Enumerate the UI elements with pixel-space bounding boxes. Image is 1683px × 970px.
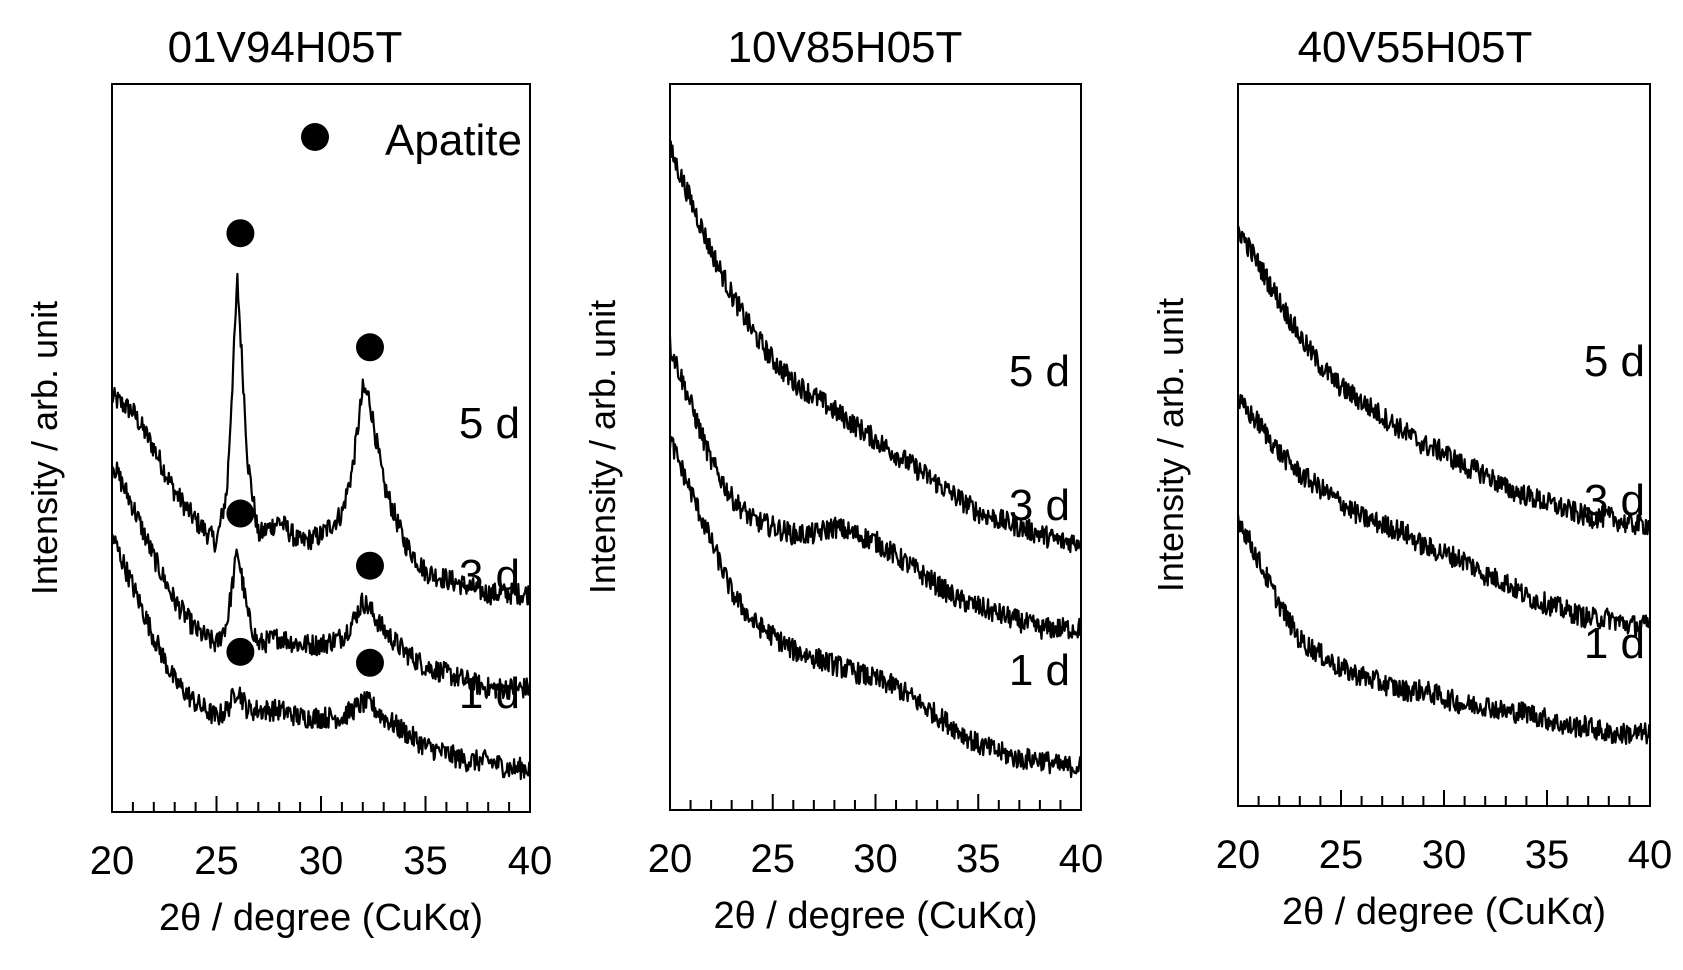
y-axis-label: Intensity / arb. unit [24,301,65,595]
panel-title: 40V55H05T [1298,23,1533,72]
apatite-peak-marker [355,648,384,677]
panel-title: 10V85H05T [728,23,963,72]
apatite-peak-marker [226,499,255,528]
x-tick-label: 25 [751,837,796,881]
x-tick-label: 30 [299,839,344,883]
series-label: 3 d [1009,481,1070,530]
series-label: 5 d [459,399,520,448]
x-tick-label: 20 [90,839,135,883]
x-tick-label: 25 [194,839,239,883]
series-line-5d [668,140,1083,554]
y-axis-label: Intensity / arb. unit [582,300,623,594]
series-line-5d [1236,225,1652,536]
series-label: 1 d [1584,619,1645,668]
series-label: 3 d [459,551,520,600]
series-label: 1 d [1009,646,1070,695]
panel-1: 01V94H05T 20 25 30 35 40 2θ / degree (CuKα) Int… [24,23,552,939]
x-tick-label: 35 [956,837,1001,881]
plot-frame [669,83,1082,811]
x-tick-label: 40 [1628,833,1673,877]
legend-marker-icon [301,123,329,151]
apatite-peak-marker [355,551,384,580]
apatite-peak-marker [355,333,384,362]
x-tick-label: 20 [648,837,693,881]
series-label: 5 d [1009,347,1070,396]
series-line-3d [1236,394,1651,638]
x-tick-label: 35 [403,839,448,883]
x-tick-label: 30 [1422,833,1467,877]
panel-2: 10V85H05T 20 25 30 35 40 2θ / degree (CuKα) Int… [582,23,1103,937]
panel-title: 01V94H05T [168,23,403,72]
x-tick-label: 20 [1216,833,1261,877]
apatite-peak-marker [226,637,255,666]
series-line-5d [110,272,532,606]
legend-label: Apatite [385,116,522,165]
x-tick-label: 40 [508,839,553,883]
series-line-1d [1236,514,1652,745]
apatite-peak-marker [226,219,255,248]
x-tick-label: 35 [1525,833,1570,877]
x-axis-label: 2θ / degree (CuKα) [1282,891,1606,933]
panel-3: 40V55H05T 20 25 30 35 40 2θ / degree (CuKα) Int… [1150,23,1672,933]
series-label: 1 d [459,669,520,718]
series-line-3d [668,336,1083,640]
x-tick-label: 40 [1059,837,1104,881]
x-tick-label: 25 [1319,833,1364,877]
y-axis-label: Intensity / arb. unit [1150,298,1191,592]
plot-frame [1237,83,1651,807]
x-axis-label: 2θ / degree (CuKα) [713,895,1037,937]
legend: Apatite [301,116,522,165]
x-axis-label: 2θ / degree (CuKα) [159,897,483,939]
series-label: 3 d [1584,476,1645,525]
series-line-1d [668,435,1082,779]
series-label: 5 d [1584,337,1645,386]
series-line-1d [110,533,532,781]
series-line-3d [110,461,532,701]
x-tick-label: 30 [853,837,898,881]
